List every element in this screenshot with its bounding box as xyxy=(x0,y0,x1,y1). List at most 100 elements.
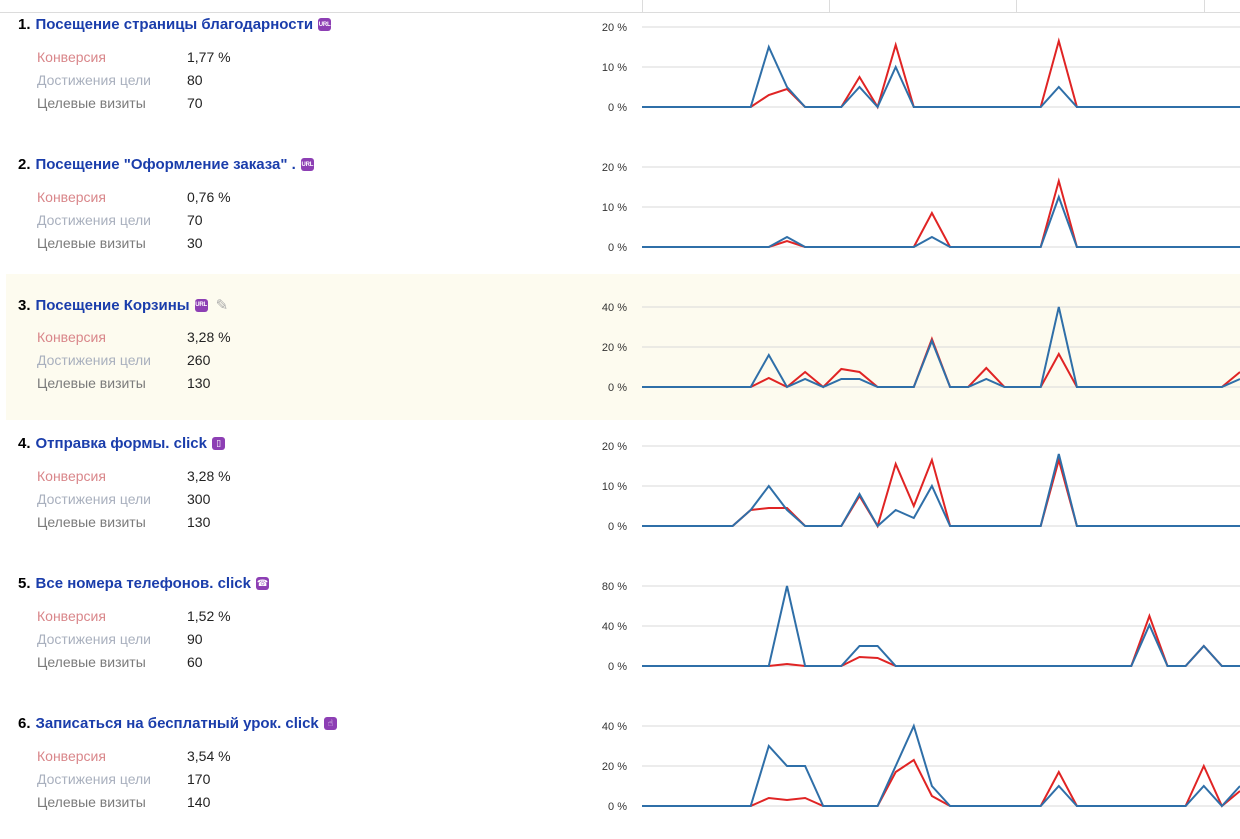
reaches-metric: Достижения цели 170 xyxy=(37,771,210,787)
goal-title: 2. Посещение "Оформление заказа" . URL xyxy=(18,156,314,173)
metric-label: Конверсия xyxy=(37,468,106,484)
metric-value: 260 xyxy=(187,352,211,368)
series-line xyxy=(642,194,1240,248)
goal-link[interactable]: Посещение страницы благодарности xyxy=(35,16,314,33)
y-tick-label: 80 % xyxy=(602,581,627,593)
metric-label: Целевые визиты xyxy=(37,654,146,670)
reaches-metric: Достижения цели 80 xyxy=(37,72,203,88)
visits-metric: Целевые визиты 30 xyxy=(37,235,203,251)
metric-value: 30 xyxy=(187,235,203,251)
y-tick-label: 40 % xyxy=(602,621,627,633)
series-line xyxy=(642,453,1240,528)
goal-number: 2. xyxy=(18,156,31,173)
url-badge-icon: URL xyxy=(194,298,208,312)
conversion-metric: Конверсия 3,28 % xyxy=(37,329,231,345)
conversion-metric: Конверсия 0,76 % xyxy=(37,189,231,205)
goal-number: 5. xyxy=(18,575,31,592)
timeline-tick xyxy=(829,0,830,12)
goal-title: 1. Посещение страницы благодарности URL xyxy=(18,16,332,33)
metric-value: 3,28 % xyxy=(187,329,231,345)
reaches-metric: Достижения цели 70 xyxy=(37,212,203,228)
visits-metric: Целевые визиты 70 xyxy=(37,95,203,111)
series-line xyxy=(642,306,1240,389)
sparkline-chart: 0 % 10 % 20 % xyxy=(602,162,1240,254)
reaches-metric: Достижения цели 90 xyxy=(37,631,203,647)
metric-label: Достижения цели xyxy=(37,72,152,88)
conversion-metric: Конверсия 1,77 % xyxy=(37,49,231,65)
series-line xyxy=(642,37,1240,110)
goal-link[interactable]: Все номера телефонов. click xyxy=(35,575,251,592)
metric-label: Конверсия xyxy=(37,748,106,764)
phone-icon: ☎ xyxy=(255,577,269,590)
goal-title: 3. Посещение Корзины URL ✎ xyxy=(18,296,229,315)
metric-label: Достижения цели xyxy=(37,771,152,787)
sparkline-chart: 0 % 40 % 80 % xyxy=(602,581,1240,673)
y-tick-label: 0 % xyxy=(608,801,627,813)
click-hand-icon: ☝ xyxy=(323,717,337,730)
metric-value: 3,54 % xyxy=(187,748,231,764)
metric-value: 130 xyxy=(187,514,211,530)
goal-block: 6. Записаться на бесплатный урок. click ☝ К… xyxy=(0,699,1240,839)
metric-label: Целевые визиты xyxy=(37,235,146,251)
metric-label: Достижения цели xyxy=(37,212,152,228)
metric-label: Целевые визиты xyxy=(37,514,146,530)
y-tick-label: 20 % xyxy=(602,441,627,453)
y-tick-label: 20 % xyxy=(602,22,627,34)
metric-label: Конверсия xyxy=(37,608,106,624)
sparkline-chart: 0 % 10 % 20 % xyxy=(602,441,1240,533)
metric-value: 1,52 % xyxy=(187,608,231,624)
goal-link[interactable]: Отправка формы. click xyxy=(35,435,207,452)
goal-number: 1. xyxy=(18,16,31,33)
goal-link[interactable]: Записаться на бесплатный урок. click xyxy=(35,715,319,732)
timeline-tick xyxy=(1016,0,1017,12)
metric-label: Целевые визиты xyxy=(37,794,146,810)
y-tick-label: 10 % xyxy=(602,62,627,74)
series-line xyxy=(642,585,1240,667)
goal-block: 3. Посещение Корзины URL ✎ Конверсия 3,28 % До… xyxy=(0,274,1240,420)
timeline-tick xyxy=(1204,0,1205,12)
conversion-metric: Конверсия 1,52 % xyxy=(37,608,231,624)
metric-label: Достижения цели xyxy=(37,631,152,647)
series-line xyxy=(642,613,1240,667)
metric-value: 70 xyxy=(187,212,203,228)
url-badge-icon: URL xyxy=(318,18,332,31)
y-tick-label: 40 % xyxy=(602,302,627,314)
y-tick-label: 0 % xyxy=(608,521,627,533)
metric-label: Достижения цели xyxy=(37,491,152,507)
y-tick-label: 0 % xyxy=(608,102,627,114)
goal-link[interactable]: Посещение Корзины xyxy=(35,296,190,314)
sparkline-chart: 0 % 10 % 20 % xyxy=(602,22,1240,114)
metric-value: 0,76 % xyxy=(187,189,231,205)
metric-label: Целевые визиты xyxy=(37,95,146,111)
goal-block: 5. Все номера телефонов. click ☎ Конверсия 1… xyxy=(0,559,1240,699)
visits-metric: Целевые визиты 140 xyxy=(37,794,210,810)
timeline-tick xyxy=(642,0,643,12)
sparkline-chart: 0 % 20 % 40 % xyxy=(602,721,1240,813)
y-tick-label: 0 % xyxy=(608,661,627,673)
series-line xyxy=(642,177,1240,248)
reaches-metric: Достижения цели 260 xyxy=(37,352,210,368)
series-line xyxy=(642,723,1240,808)
y-tick-label: 0 % xyxy=(608,242,627,254)
metric-value: 170 xyxy=(187,771,211,787)
conversion-metric: Конверсия 3,54 % xyxy=(37,748,231,764)
y-tick-label: 10 % xyxy=(602,481,627,493)
series-line xyxy=(642,44,1240,109)
metric-label: Целевые визиты xyxy=(37,375,146,391)
edit-pencil-icon[interactable]: ✎ xyxy=(215,297,229,314)
goal-link[interactable]: Посещение "Оформление заказа" . xyxy=(35,156,296,173)
top-divider xyxy=(0,12,1240,13)
goal-block: 2. Посещение "Оформление заказа" . URL Конв… xyxy=(0,140,1240,280)
metric-value: 130 xyxy=(187,375,211,391)
metric-value: 60 xyxy=(187,654,203,670)
metric-value: 1,77 % xyxy=(187,49,231,65)
series-line xyxy=(642,758,1240,808)
visits-metric: Целевые визиты 130 xyxy=(37,375,210,391)
series-line xyxy=(642,456,1240,529)
y-tick-label: 10 % xyxy=(602,202,627,214)
metric-value: 90 xyxy=(187,631,203,647)
y-tick-label: 40 % xyxy=(602,721,627,733)
metric-label: Конверсия xyxy=(37,49,106,65)
form-icon: ▯ xyxy=(212,437,225,450)
metric-value: 300 xyxy=(187,491,211,507)
